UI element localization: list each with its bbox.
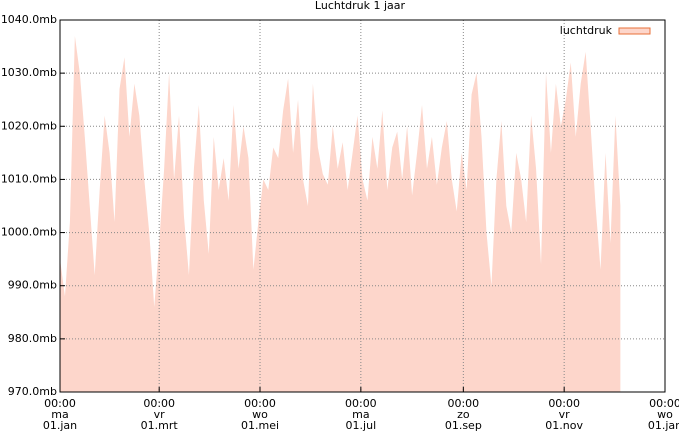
x-tick-label: 01.jul <box>346 419 377 432</box>
x-tick-label: ma <box>352 408 369 421</box>
legend-swatch <box>618 27 651 35</box>
area <box>60 35 621 392</box>
x-tick-label: 01.mei <box>241 419 279 432</box>
x-tick-label: 00:00 <box>143 397 175 410</box>
x-tick-label: 00:00 <box>548 397 580 410</box>
x-tick-label: vr <box>559 408 571 421</box>
legend-label: luchtdruk <box>560 24 613 37</box>
y-tick-label: 980.0mb <box>8 332 57 345</box>
x-tick-label: 00:00 <box>649 397 679 410</box>
x-tick-label: vr <box>154 408 166 421</box>
x-tick-label: 00:00 <box>345 397 377 410</box>
y-tick-label: 990.0mb <box>8 279 57 292</box>
x-tick-label: wo <box>657 408 673 421</box>
x-tick-label: 00:00 <box>244 397 276 410</box>
x-tick-label: zo <box>457 408 470 421</box>
y-tick-label: 1010.0mb <box>1 172 57 185</box>
x-tick-label: 01.nov <box>545 419 583 432</box>
x-tick-label: 01.jan <box>648 419 679 432</box>
x-tick-label: ma <box>51 408 68 421</box>
x-tick-label: 01.sep <box>445 419 482 432</box>
chart-title: Luchtdruk 1 jaar <box>315 0 406 12</box>
x-tick-label: wo <box>252 408 268 421</box>
y-tick-label: 1000.0mb <box>1 226 57 239</box>
plot-border <box>59 19 666 393</box>
y-tick-label: 1040.0mb <box>1 13 57 26</box>
x-tick-label: 00:00 <box>44 397 76 410</box>
x-tick-label: 01.mrt <box>141 419 179 432</box>
y-tick-label: 1030.0mb <box>1 66 57 79</box>
x-tick-label: 00:00 <box>447 397 479 410</box>
y-tick-label: 970.0mb <box>8 385 57 398</box>
y-tick-label: 1020.0mb <box>1 119 57 132</box>
x-tick-label: 01.jan <box>43 419 77 432</box>
